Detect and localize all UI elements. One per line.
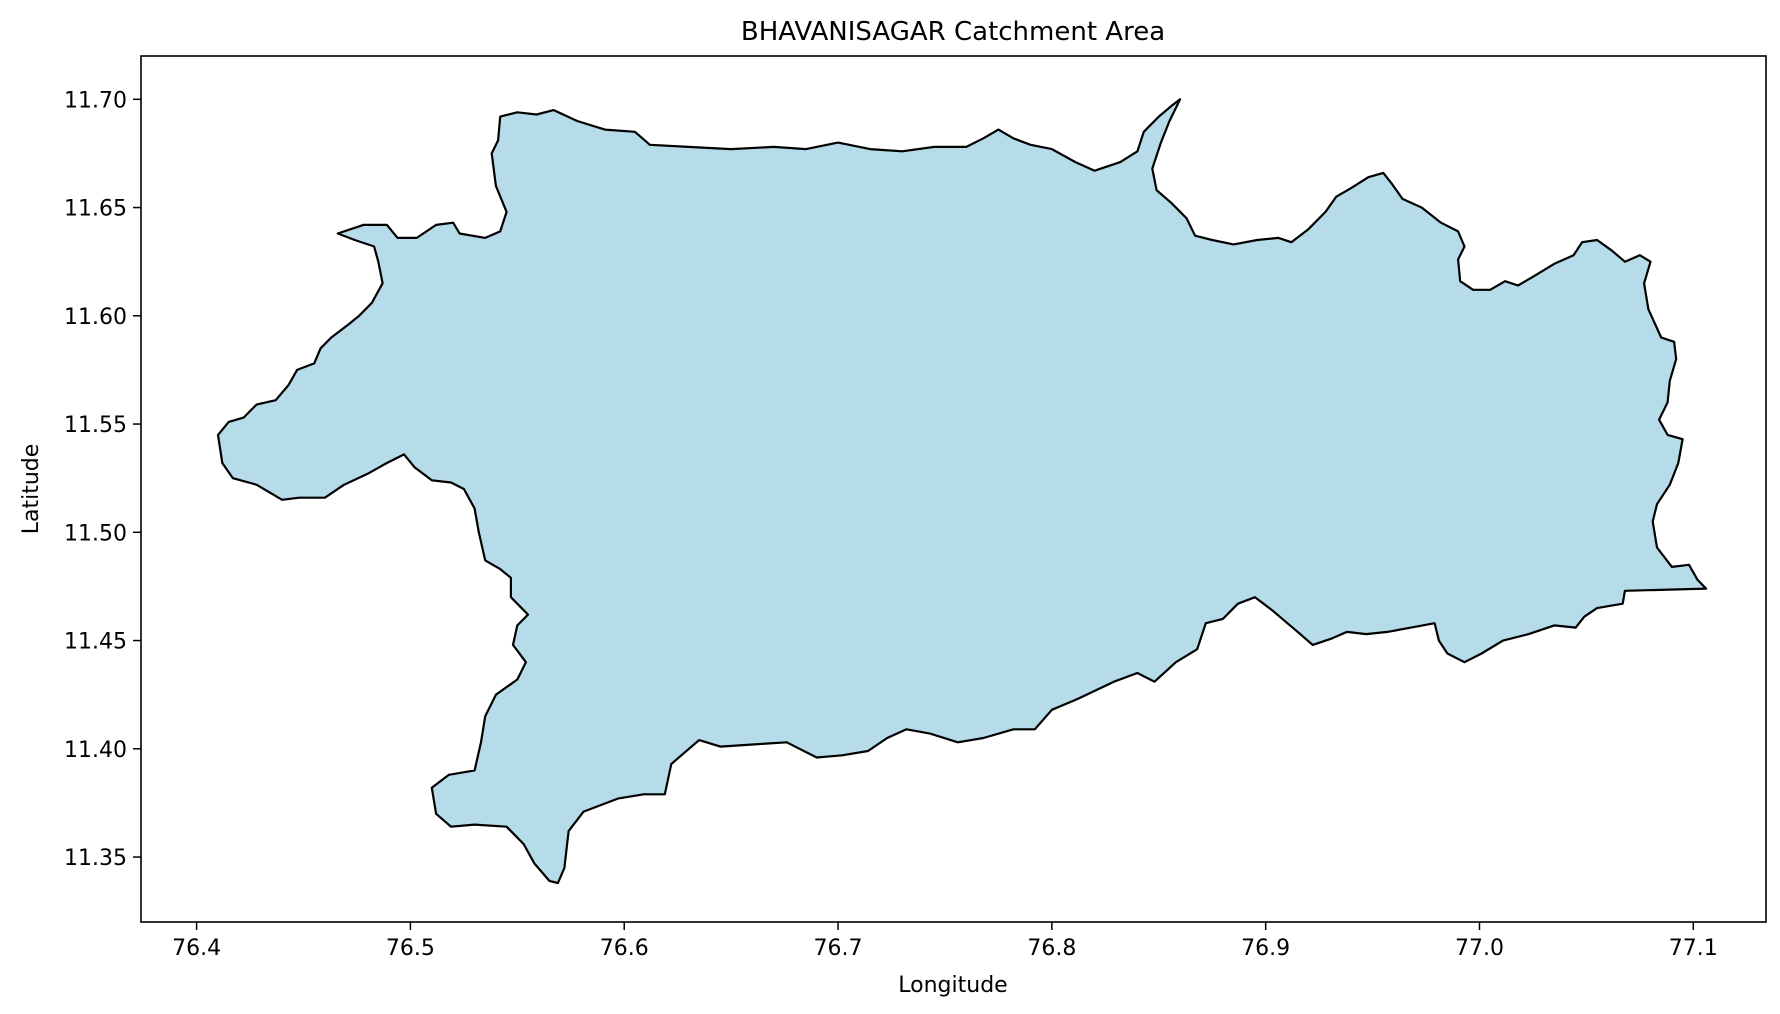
x-tick-label: 76.5 (386, 936, 435, 961)
x-tick-label: 76.4 (172, 936, 221, 961)
y-tick-label: 11.40 (64, 738, 127, 763)
x-axis-label: Longitude (898, 973, 1007, 998)
catchment-region (216, 98, 1708, 885)
y-tick-label: 11.35 (64, 846, 127, 871)
x-tick-label: 76.7 (814, 936, 863, 961)
x-tick-label: 77.1 (1669, 936, 1718, 961)
axes-frame (140, 55, 1767, 923)
plot-title: BHAVANISAGAR Catchment Area (741, 17, 1165, 47)
plot-area (216, 98, 1708, 885)
y-tick-label: 11.55 (64, 413, 127, 438)
y-axis-label: Latitude (19, 444, 44, 535)
x-tick-label: 76.6 (600, 936, 649, 961)
x-tick-label: 77.0 (1455, 936, 1504, 961)
x-axis: 76.4 76.5 76.6 76.7 76.8 76.9 77.0 77.1 (172, 922, 1718, 961)
x-tick-label: 76.9 (1241, 936, 1290, 961)
y-tick-label: 11.50 (64, 521, 127, 546)
y-tick-label: 11.65 (64, 197, 127, 222)
y-tick-label: 11.45 (64, 630, 127, 655)
y-axis: 11.35 11.40 11.45 11.50 11.55 11.60 11.65 11.70 (64, 88, 141, 871)
y-tick-label: 11.60 (64, 305, 127, 330)
y-tick-label: 11.70 (64, 88, 127, 113)
x-tick-label: 76.8 (1027, 936, 1076, 961)
